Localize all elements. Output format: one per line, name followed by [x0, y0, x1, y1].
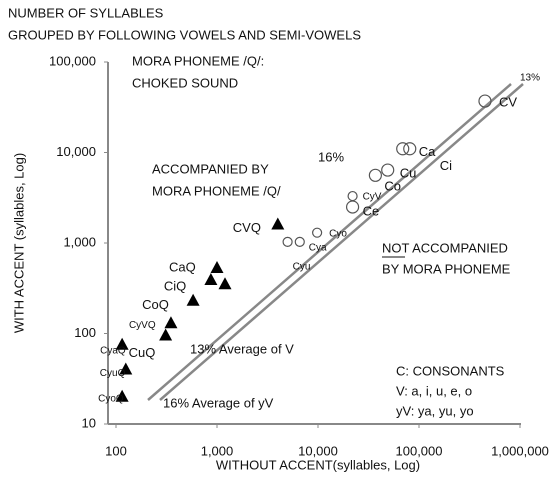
annotation: ACCOMPANIED BY [152, 161, 269, 176]
point [218, 277, 232, 290]
point [204, 273, 218, 286]
x-tick-label: 100,000 [396, 443, 443, 458]
point-label: Ci [440, 158, 452, 173]
point-label: Ca [419, 144, 436, 159]
x-axis-label: WITHOUT ACCENT(syllables, Log) [216, 457, 420, 472]
point [164, 316, 178, 329]
x-tick-label: 1,000,000 [491, 443, 549, 458]
point-label: CyuQ [100, 368, 126, 379]
point-label: CyVQ [129, 320, 156, 331]
chart-title: GROUPED BY FOLLOWING VOWELS AND SEMI-VOW… [8, 27, 361, 42]
y-tick-label: 100,000 [49, 53, 96, 68]
point [119, 362, 133, 375]
point-label: Cyo [329, 228, 347, 239]
y-tick-label: 100 [74, 325, 96, 340]
y-tick-label: 10 [82, 415, 96, 430]
point-label: CVQ [233, 220, 261, 235]
point [403, 142, 417, 156]
point [478, 94, 492, 108]
point-label: CuQ [129, 345, 156, 360]
point-label: Cu [400, 165, 417, 180]
annotation: V: a, i, u, e, o [396, 383, 472, 398]
point-label: CaQ [169, 259, 196, 274]
annotation: C: CONSONANTS [396, 363, 505, 378]
point [396, 142, 410, 156]
point-label: CV [499, 95, 517, 110]
annotation: 13% [520, 73, 540, 84]
point [115, 337, 129, 350]
x-tick-label: 10,000 [298, 443, 338, 458]
annotation: MORA PHONEME /Q/ [152, 183, 281, 198]
point [271, 217, 285, 230]
x-tick-label: 1,000 [201, 443, 234, 458]
point-label: CyaQ [100, 345, 126, 356]
y-axis-label: WITH ACCENT (syllables, Log) [11, 153, 26, 333]
point-label: Ce [363, 203, 380, 218]
point [368, 168, 382, 182]
ratio-line-16 [147, 83, 512, 401]
chart-title: NUMBER OF SYLLABLES [8, 5, 164, 20]
point-label: CoQ [142, 297, 169, 312]
point-label: CiQ [164, 278, 186, 293]
point [159, 328, 173, 341]
point [312, 227, 323, 238]
point [210, 260, 224, 273]
point [186, 293, 200, 306]
annotation: 13% Average of V [190, 341, 294, 356]
point [294, 236, 305, 247]
point-label: CyV [363, 192, 382, 203]
annotation: BY MORA PHONEME [382, 261, 511, 276]
point [381, 163, 395, 177]
annotation: yV: ya, yu, yo [396, 403, 474, 418]
annotation: NOT ACCOMPANIED [382, 240, 508, 255]
point [115, 389, 129, 402]
point-label: CyoQ [98, 393, 124, 404]
annotation: MORA PHONEME /Q/: [132, 53, 264, 68]
point [282, 236, 293, 247]
annotation: CHOKED SOUND [132, 75, 238, 90]
point [347, 190, 358, 202]
annotation: 16% Average of yV [163, 395, 274, 410]
x-tick-label: 100 [105, 443, 127, 458]
point-label: Co [384, 179, 401, 194]
point-label: Cyu [293, 261, 311, 272]
annotation: 16% [318, 149, 344, 164]
point-label: Cya [309, 242, 327, 253]
point [345, 200, 360, 214]
ratio-line-13 [159, 83, 524, 401]
y-tick-label: 1,000 [63, 234, 96, 249]
y-tick-label: 10,000 [56, 144, 96, 159]
